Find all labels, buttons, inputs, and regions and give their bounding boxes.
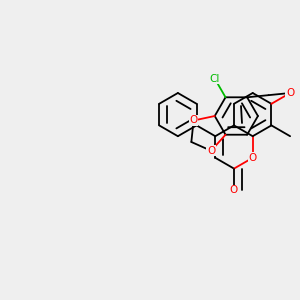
Text: O: O — [190, 116, 198, 125]
Text: Cl: Cl — [209, 74, 220, 84]
Text: O: O — [207, 146, 215, 156]
Text: O: O — [230, 185, 238, 195]
Text: O: O — [249, 153, 257, 163]
Text: O: O — [286, 88, 294, 98]
